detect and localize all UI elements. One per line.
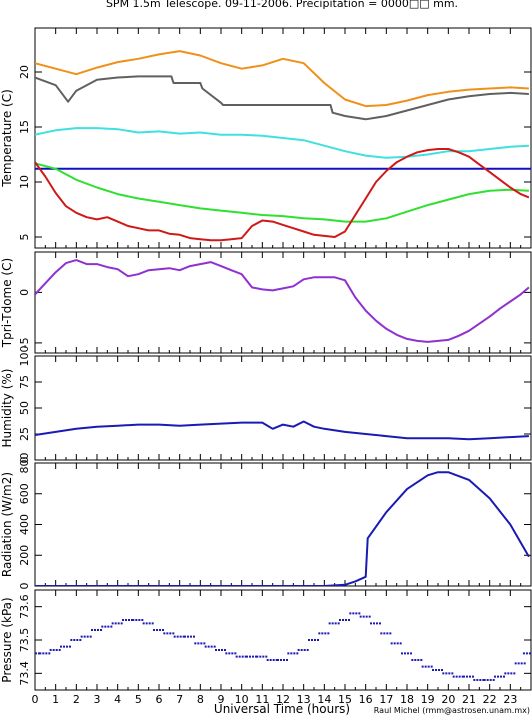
x-tick-label: 4	[114, 693, 121, 706]
panel-frame	[34, 589, 532, 691]
series-group	[35, 471, 530, 586]
y-tick-label: 73.5	[18, 628, 31, 653]
x-tick-label: 9	[218, 693, 225, 706]
series-line-purple	[35, 259, 530, 343]
y-tick-label: 73.6	[18, 594, 31, 619]
panel-4: 73.4 73.5 73.6 Pressure (kPa)	[0, 589, 532, 691]
x-tick-label: 15	[338, 693, 352, 706]
panel-1: -5 0 Tpri-Tdome (C)	[0, 251, 532, 354]
y-tick-label: 25	[18, 427, 31, 441]
panel-3: 0 200 400 600 800 Radiation (W/m2)	[0, 453, 532, 590]
y-tick-label: 20	[18, 65, 31, 79]
series-line-green	[35, 162, 529, 223]
x-tick-label: 0	[32, 693, 39, 706]
y-tick-label: 600	[18, 483, 31, 504]
series-line-cyan	[35, 127, 529, 159]
panel-frame	[34, 462, 532, 587]
y-tick-label: 400	[18, 514, 31, 535]
chart-title: SPM 1.5m Telescope. 09-11-2006. Precipit…	[106, 0, 458, 10]
x-axis-label: Universal Time (hours)	[214, 702, 350, 716]
y-tick-label: 73.4	[18, 661, 31, 686]
y-axis-label: Pressure (kPa)	[0, 597, 14, 682]
panel-2: 0 25 50 75 100 Humidity (%)	[0, 346, 532, 464]
series-line-navy	[35, 420, 529, 441]
y-tick-label: 75	[18, 375, 31, 389]
x-tick-label: 18	[400, 693, 414, 706]
series-line-orange	[35, 50, 529, 108]
y-tick-label: 0	[18, 289, 31, 296]
series-group	[35, 259, 530, 343]
panel-0: 5 10 15 20 Temperature (C)	[0, 27, 532, 249]
y-tick-label: 10	[18, 175, 31, 189]
y-axis-label: Humidity (%)	[0, 369, 14, 448]
y-tick-label: 15	[18, 120, 31, 134]
x-tick-label: 16	[359, 693, 373, 706]
x-tick-label: 5	[135, 693, 142, 706]
x-tick-label: 1	[52, 693, 59, 706]
series-group	[35, 50, 531, 242]
x-tick-label: 11	[255, 693, 269, 706]
y-tick-label: 50	[18, 401, 31, 415]
y-tick-label: 200	[18, 545, 31, 566]
series-group	[35, 612, 531, 681]
y-axis-label: Radiation (W/m2)	[0, 472, 14, 577]
y-tick-label: 100	[18, 346, 31, 367]
y-tick-label: 5	[18, 234, 31, 241]
series-line-red	[35, 148, 530, 242]
x-tick-label: 2	[73, 693, 80, 706]
x-tick-label: 7	[176, 693, 183, 706]
x-tick-label: 12	[276, 693, 290, 706]
x-tick-label: 21	[462, 693, 476, 706]
y-tick-label: -5	[18, 337, 31, 348]
x-tick-label: 19	[421, 693, 435, 706]
y-tick-label: 800	[18, 453, 31, 474]
y-tick-label: 0	[18, 583, 31, 590]
x-tick-label: 3	[94, 693, 101, 706]
y-axis-label: Tpri-Tdome (C)	[0, 258, 14, 348]
x-tick-label: 10	[235, 693, 249, 706]
series-line-navy	[35, 471, 530, 586]
x-tick-label: 13	[297, 693, 311, 706]
x-tick-label: 20	[441, 693, 455, 706]
credit-label: Raul Michel (rmm@astrosen.unam.mx)	[374, 706, 530, 715]
y-tick-label: 0	[18, 457, 31, 464]
x-tick-label: 22	[483, 693, 497, 706]
x-tick-label: 23	[503, 693, 517, 706]
panel-frame	[34, 355, 532, 461]
x-tick-label: 17	[379, 693, 393, 706]
series-group	[35, 420, 529, 441]
x-tick-label: 8	[197, 693, 204, 706]
x-tick-label: 14	[317, 693, 331, 706]
x-tick-label: 6	[156, 693, 163, 706]
series-line-gray	[35, 75, 529, 121]
y-axis-label: Temperature (C)	[0, 89, 14, 188]
